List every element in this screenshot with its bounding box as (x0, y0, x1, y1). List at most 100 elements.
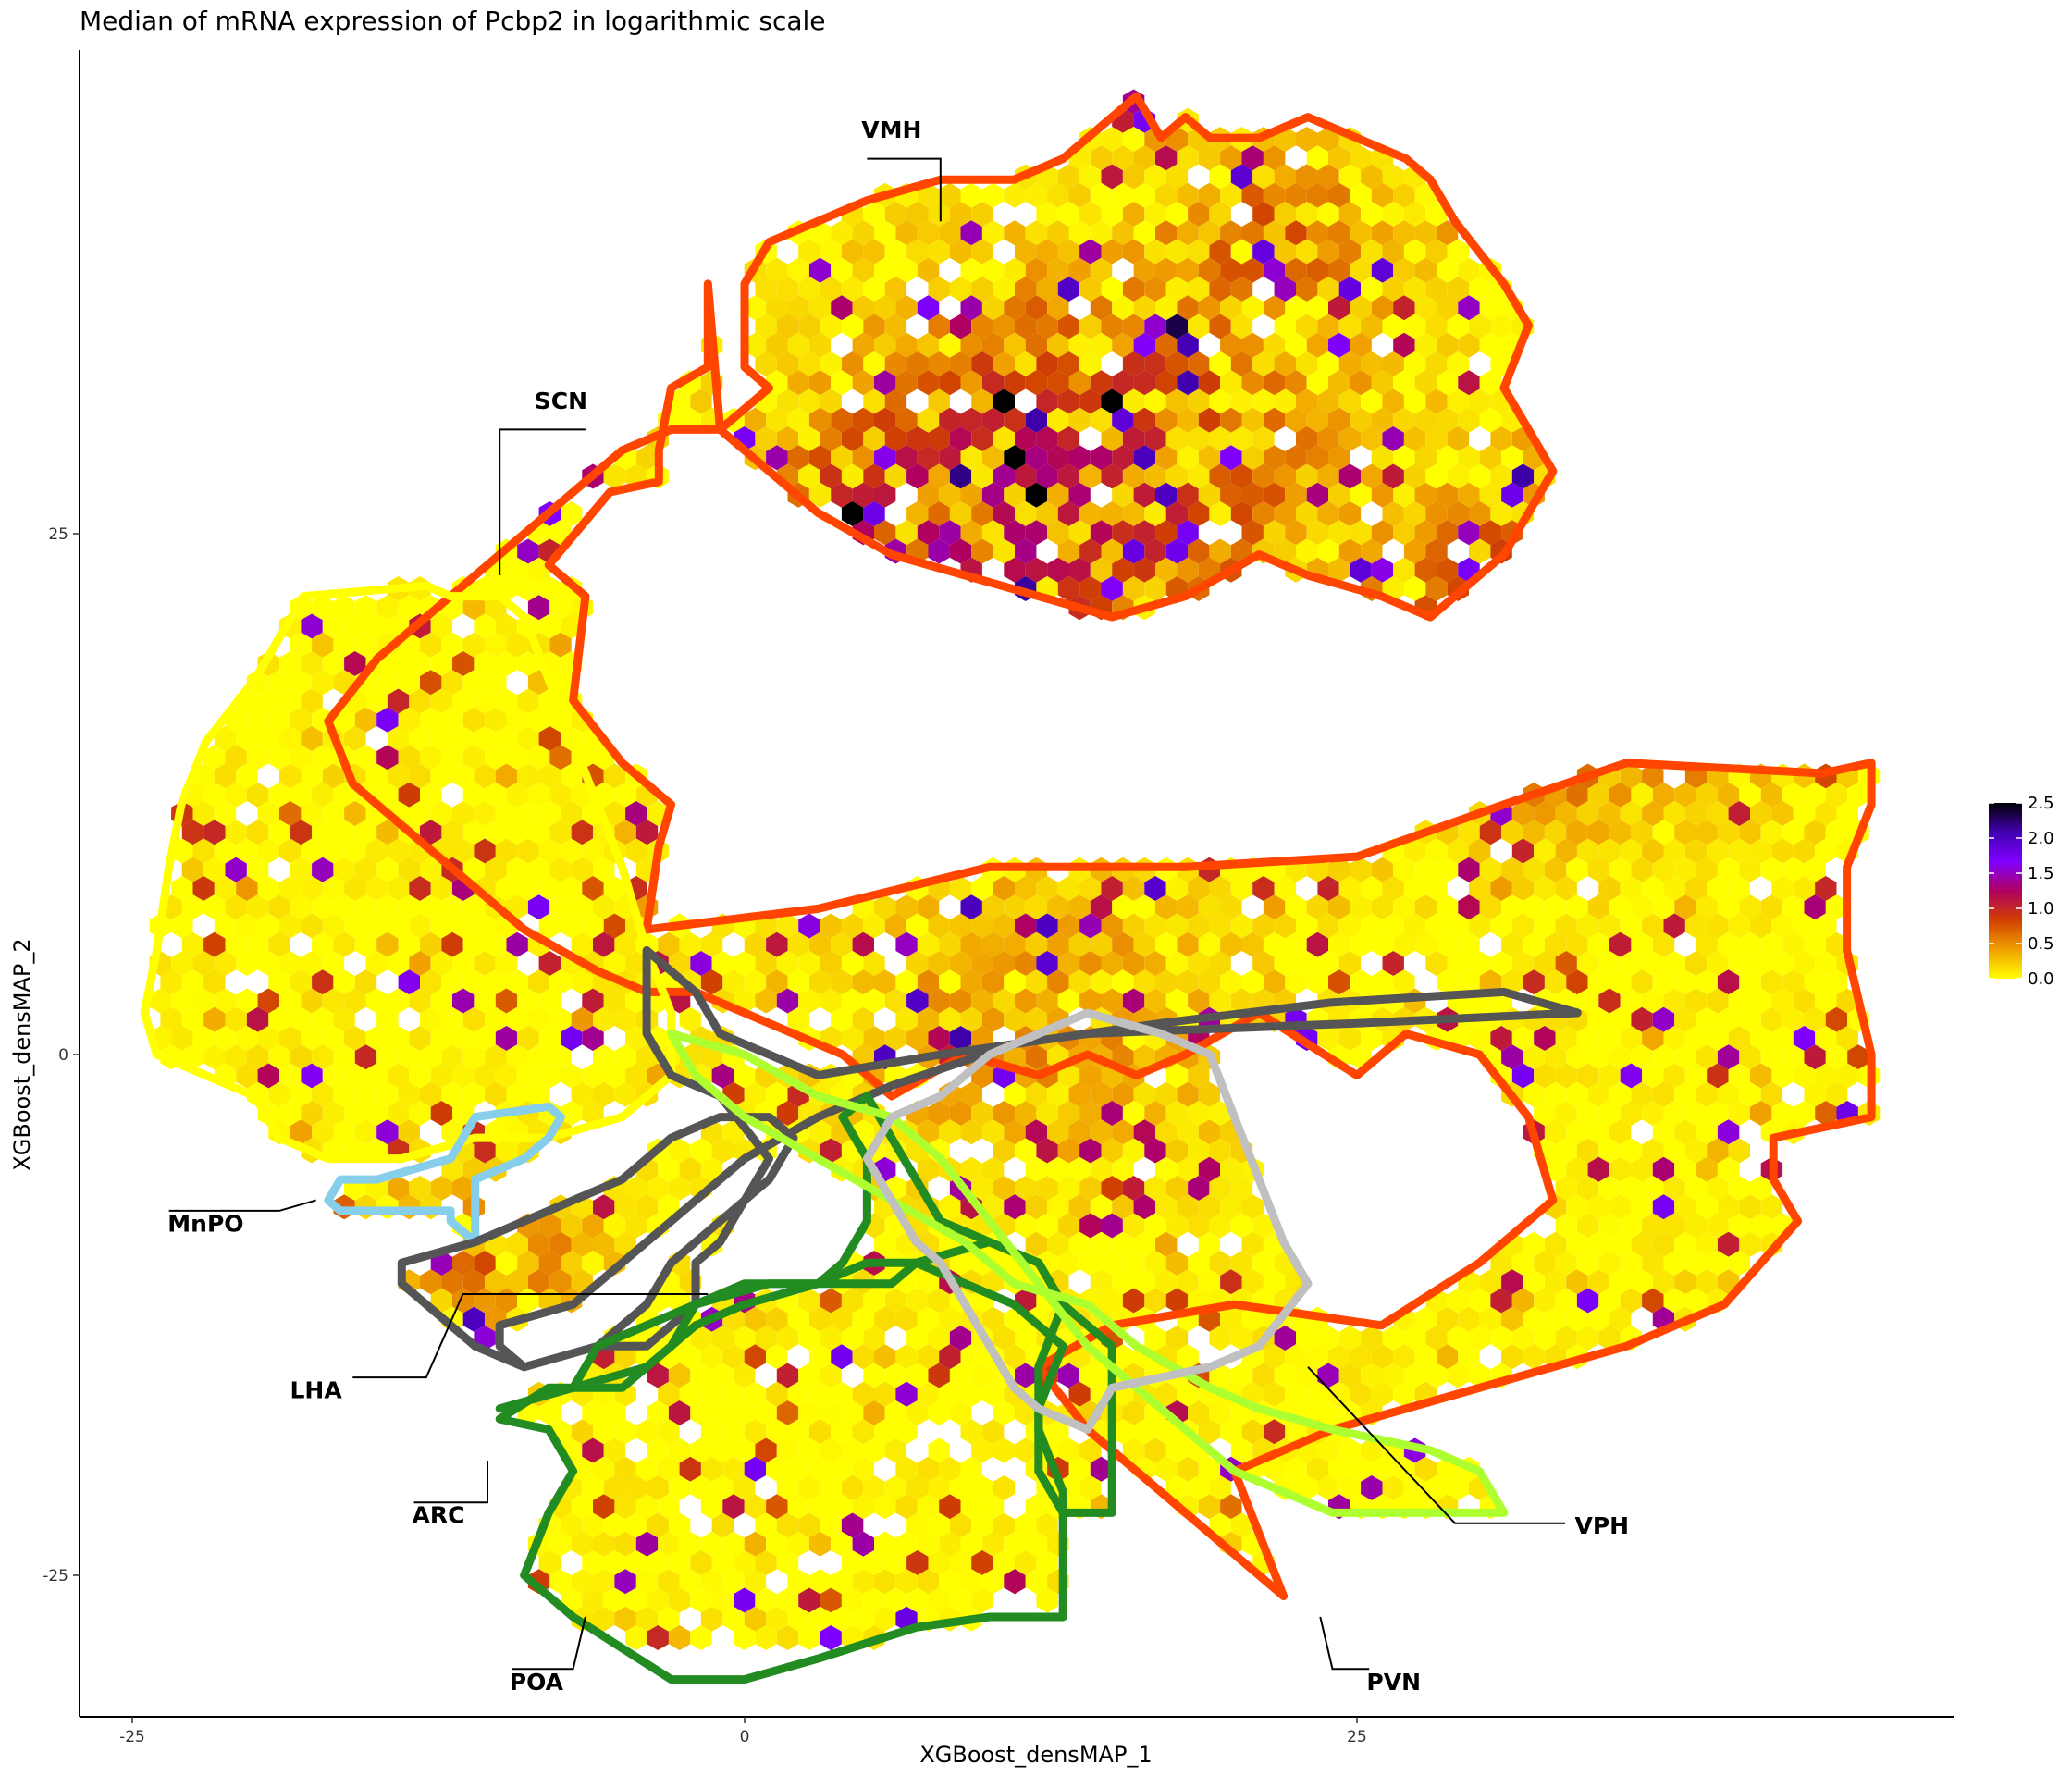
chart-title: Median of mRNA expression of Pcbp2 in lo… (80, 6, 826, 36)
hex-cell (474, 838, 496, 864)
hex-cell (1306, 407, 1328, 433)
colorbar-tick-label: 1.0 (2028, 899, 2054, 919)
hex-cell (744, 332, 767, 358)
hex-cell (820, 388, 842, 414)
hex-cell (1642, 763, 1664, 789)
hex-cell (1122, 951, 1145, 976)
hex-cell (1025, 257, 1048, 283)
hex-cell (1090, 145, 1113, 171)
hex-cell (1479, 370, 1502, 396)
hex-cell (1144, 164, 1166, 190)
hex-cell (1306, 257, 1328, 283)
hex-cell (506, 894, 528, 920)
hex-cell (171, 951, 193, 976)
hex-cell (668, 388, 691, 414)
hex-cell (1425, 576, 1448, 601)
hex-cell (1815, 801, 1837, 826)
hex-cell (1133, 894, 1155, 920)
hex-cell (1479, 820, 1502, 845)
hex-cell (1328, 370, 1350, 396)
hex-cell (949, 538, 972, 564)
hex-cell (1036, 314, 1058, 339)
hex-cell (1393, 557, 1415, 583)
hex-cell (474, 688, 496, 714)
hex-cell (949, 913, 972, 939)
hex-cell (236, 876, 258, 901)
hex-cell (420, 820, 442, 845)
hex-cell (906, 352, 929, 376)
hex-cell (214, 801, 237, 826)
hex-cell (290, 969, 313, 995)
hex-cell (1015, 501, 1037, 526)
hex-cell (1155, 257, 1178, 283)
hex-cell (1469, 876, 1491, 901)
hex-cell (312, 894, 334, 920)
hex-cell (1382, 164, 1404, 190)
hex-cell (1707, 801, 1729, 826)
hex-cell (1112, 145, 1134, 171)
hex-cell (906, 239, 929, 265)
hex-cell (1068, 407, 1091, 433)
hex-cell (820, 951, 842, 976)
hex-cell (1198, 370, 1221, 396)
hex-cell (387, 838, 410, 864)
hex-cell (1566, 782, 1588, 808)
hex-cell (863, 463, 885, 489)
hex-cell (1166, 277, 1189, 302)
hex-cell (1274, 388, 1296, 414)
hex-cell (1144, 352, 1166, 376)
hex-cell (1317, 239, 1339, 265)
hex-cell (1047, 220, 1069, 246)
hex-cell (1338, 202, 1362, 227)
hex-cell (1101, 426, 1123, 451)
hex-cell (1317, 913, 1339, 939)
hex-cell (1447, 388, 1469, 414)
hex-cell (776, 352, 799, 376)
hex-cell (1371, 482, 1394, 508)
hex-cell (895, 407, 918, 433)
hex-cell (549, 969, 572, 995)
hex-cell (1458, 257, 1480, 283)
hex-cell (268, 969, 290, 995)
hex-cell (1760, 894, 1783, 920)
hex-cell (1177, 931, 1199, 957)
hex-cell (1241, 445, 1264, 471)
hex-cell (1209, 277, 1231, 302)
hex-cell (236, 913, 258, 939)
hex-cell (333, 969, 355, 995)
hex-cell (1447, 239, 1469, 265)
hex-cell (549, 820, 572, 845)
hex-cell (1155, 407, 1178, 433)
hex-cell (971, 239, 993, 265)
y-tick-label: 0 (58, 1046, 68, 1065)
hex-cell (798, 388, 820, 414)
hex-cell (895, 520, 918, 546)
hex-cell (593, 894, 615, 920)
hex-cell (917, 370, 940, 396)
hex-cell (1274, 951, 1296, 976)
hex-cell (939, 407, 961, 433)
hex-cell (603, 876, 626, 901)
hex-cell (1101, 164, 1123, 190)
hex-cell (820, 913, 842, 939)
hex-cell (1350, 295, 1372, 321)
hex-cell (1057, 501, 1080, 526)
hex-cell (949, 501, 972, 526)
hex-cell (1544, 931, 1567, 957)
hex-cell (1350, 370, 1372, 396)
plot-area: VMH SCN MnPO LHA ARC POA PVN VPH (140, 89, 1881, 1696)
hex-cell (538, 951, 561, 976)
hex-cell (1036, 202, 1058, 227)
hex-cell (1631, 857, 1653, 882)
hex-cell (290, 632, 313, 658)
hex-cell (1717, 894, 1740, 920)
hex-cell (246, 782, 269, 808)
hex-cell (268, 931, 290, 957)
hex-cell (333, 782, 355, 808)
hex-cell (517, 538, 539, 564)
hex-cell (398, 969, 420, 995)
hex-cell (1209, 426, 1231, 451)
hex-cell (462, 894, 486, 920)
hex-cell (387, 651, 410, 676)
hex-cell (1620, 951, 1643, 976)
